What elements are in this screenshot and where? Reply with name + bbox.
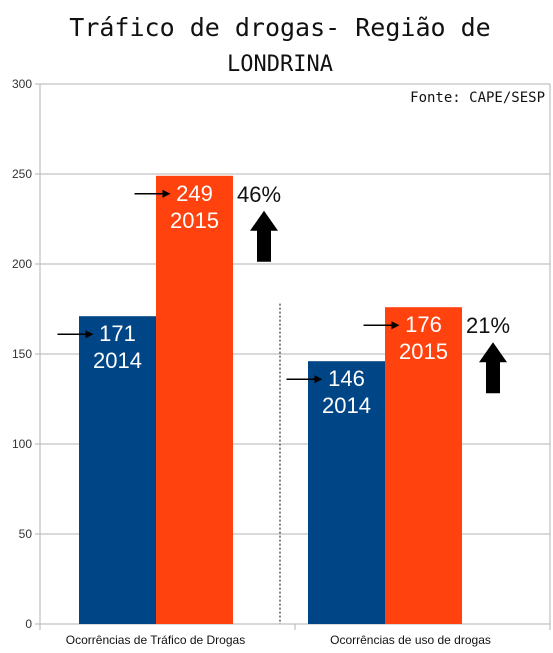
up-arrow-icon xyxy=(479,342,507,394)
chart-title-line2: LONDRINA xyxy=(227,52,333,77)
up-arrow-icon xyxy=(250,210,278,262)
x-category-label: Ocorrências de Tráfico de Drogas xyxy=(66,633,245,647)
bar-series-label: 2015 xyxy=(170,208,219,233)
y-tick-label: 150 xyxy=(12,347,32,361)
bars xyxy=(79,175,462,625)
bar-value-label: 146 xyxy=(328,366,365,391)
x-category-label: Ocorrências de uso de drogas xyxy=(330,633,491,647)
pointer-arrow-head xyxy=(85,330,94,339)
chart-title-line1: Tráfico de drogas- Região de xyxy=(69,13,490,42)
y-tick-label: 300 xyxy=(12,77,32,91)
x-axis-categories: Ocorrências de Tráfico de Drogas Ocorrênc… xyxy=(66,633,491,647)
percent-change-label: 21% xyxy=(466,313,510,338)
y-tick-label: 0 xyxy=(25,617,32,631)
y-tick-label: 100 xyxy=(12,437,32,451)
bar-series-label: 2014 xyxy=(322,393,371,418)
y-tick-label: 50 xyxy=(19,527,33,541)
bar-value-label: 176 xyxy=(405,312,442,337)
bar-series-label: 2014 xyxy=(93,348,142,373)
bar-2014-1 xyxy=(308,361,385,624)
bar-series-label: 2015 xyxy=(399,339,448,364)
pointer-arrow-head xyxy=(391,321,400,330)
source-label: Fonte: CAPE/SESP xyxy=(410,90,545,106)
y-axis-ticks: 0 50 100 150 200 250 300 xyxy=(12,77,32,631)
pointer-arrow-head xyxy=(162,189,171,198)
bar-2015-0 xyxy=(156,175,233,625)
bar-value-label: 249 xyxy=(176,181,213,206)
y-tick-label: 200 xyxy=(12,257,32,271)
bar-2015-1 xyxy=(385,307,462,624)
y-tick-label: 250 xyxy=(12,167,32,181)
annotations: 46% 21% xyxy=(57,182,510,394)
bar-2014-0 xyxy=(79,316,156,624)
percent-change-label: 46% xyxy=(237,182,281,207)
bar-value-label: 171 xyxy=(99,321,136,346)
pointer-arrow-head xyxy=(314,375,323,384)
